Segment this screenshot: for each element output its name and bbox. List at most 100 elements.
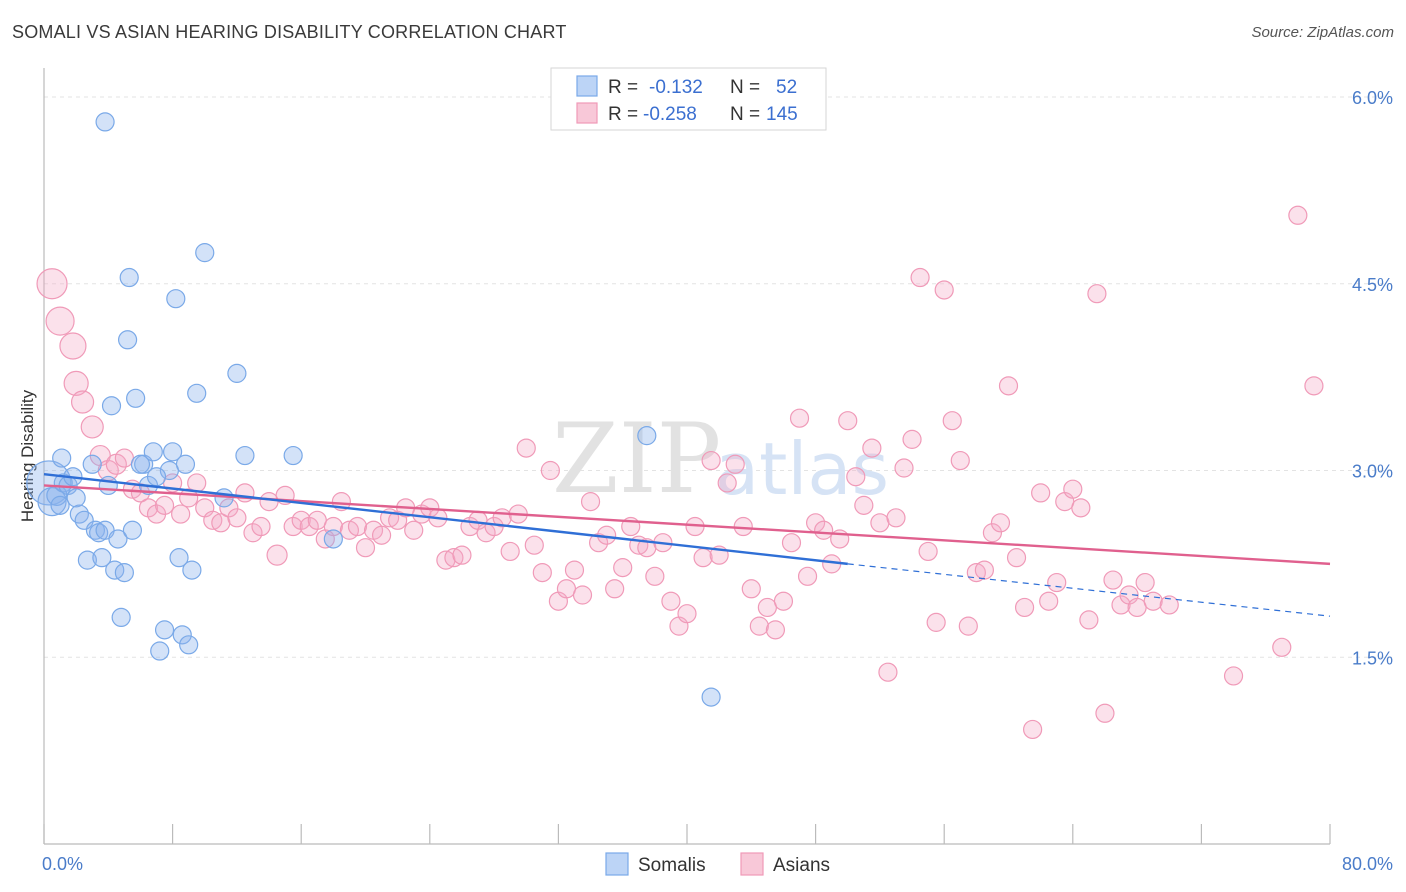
asian-point-45 <box>404 520 424 540</box>
asian-point-118 <box>990 513 1011 533</box>
legend-swatch-somalis <box>576 75 598 97</box>
somali-point-15 <box>92 548 112 568</box>
somali-point-41 <box>187 383 207 403</box>
legend-r-value-asians: -0.258 <box>643 104 697 125</box>
asian-point-139 <box>1223 666 1244 686</box>
trend-lines <box>43 473 1331 617</box>
asian-point-135 <box>1127 597 1147 618</box>
somali-point-46 <box>283 445 303 466</box>
asian-point-1 <box>45 306 75 336</box>
somali-point-50 <box>130 454 151 474</box>
asian-point-9 <box>114 448 134 468</box>
asians-points <box>36 205 1324 740</box>
asian-point-23 <box>227 508 247 528</box>
asian-point-109 <box>918 541 938 562</box>
asian-point-130 <box>1087 284 1107 304</box>
y-tick-label-0: 1.5% <box>1352 648 1393 668</box>
asian-point-133 <box>1111 595 1131 615</box>
asian-point-75 <box>645 566 665 586</box>
asian-point-127 <box>1063 479 1083 499</box>
asian-point-111 <box>934 280 954 300</box>
asian-point-3 <box>63 370 89 396</box>
asian-point-104 <box>878 662 898 682</box>
asian-point-81 <box>693 548 713 568</box>
x-axis-tick-labels: 0.0% 80.0% <box>42 854 1393 874</box>
asian-point-0 <box>36 268 68 300</box>
asian-point-99 <box>838 411 858 431</box>
asian-point-131 <box>1095 703 1115 723</box>
asian-point-102 <box>862 438 882 458</box>
asian-point-26 <box>251 516 271 537</box>
somali-point-8 <box>66 488 86 508</box>
asian-point-70 <box>605 579 625 599</box>
asian-point-38 <box>347 516 368 537</box>
asian-point-119 <box>998 376 1019 396</box>
asian-point-92 <box>781 533 802 553</box>
legend-n-value-somalis: 52 <box>776 77 797 98</box>
somali-point-3 <box>50 495 70 515</box>
asian-point-4 <box>70 390 95 414</box>
somali-point-36 <box>169 548 189 568</box>
somalis-trend-extension <box>847 563 1331 617</box>
asian-point-93 <box>789 408 810 428</box>
asian-point-85 <box>725 454 745 474</box>
somali-point-38 <box>175 454 196 474</box>
asian-point-96 <box>814 520 834 540</box>
asian-point-138 <box>1159 595 1179 615</box>
asian-point-106 <box>894 458 914 478</box>
asian-point-28 <box>266 544 288 566</box>
somali-point-20 <box>108 529 128 549</box>
asian-point-137 <box>1143 591 1163 611</box>
somali-point-35 <box>166 289 186 309</box>
somali-point-51 <box>146 467 167 487</box>
somali-point-11 <box>77 550 98 570</box>
asian-point-64 <box>556 579 577 599</box>
somali-point-39 <box>179 635 199 655</box>
legend-swatch-asians <box>576 102 598 124</box>
source-label: Source: ZipAtlas.com <box>1251 24 1394 41</box>
asian-point-33 <box>307 510 327 530</box>
somali-point-37 <box>172 625 192 645</box>
asian-point-51 <box>452 545 472 565</box>
asian-point-22 <box>219 498 239 518</box>
asian-point-123 <box>1031 483 1051 503</box>
somali-point-21 <box>111 607 131 628</box>
asian-point-84 <box>717 473 737 493</box>
asian-point-140 <box>1272 637 1292 657</box>
somali-point-25 <box>122 520 143 540</box>
somali-point-49 <box>701 687 721 707</box>
somali-point-13 <box>85 520 106 540</box>
asian-point-94 <box>797 566 818 586</box>
x-tick-label-min: 0.0% <box>42 854 83 874</box>
somali-point-12 <box>82 454 102 474</box>
asian-point-124 <box>1039 591 1059 611</box>
x-tick-label-max: 80.0% <box>1342 854 1393 874</box>
asian-point-79 <box>677 604 697 624</box>
asian-point-105 <box>886 508 906 528</box>
asian-point-107 <box>902 429 922 449</box>
asian-point-116 <box>974 560 994 580</box>
y-tick-label-3: 6.0% <box>1352 88 1393 108</box>
asian-point-27 <box>259 492 279 512</box>
asian-point-2 <box>59 332 87 360</box>
somali-point-48 <box>637 426 657 446</box>
bottom-legend-swatch-asians <box>740 852 764 876</box>
asian-point-103 <box>870 513 890 533</box>
asian-point-65 <box>564 560 585 580</box>
somali-point-32 <box>154 620 175 640</box>
grid-lines <box>44 96 1392 658</box>
asian-point-125 <box>1047 572 1067 593</box>
somali-point-18 <box>101 396 122 416</box>
asian-point-60 <box>524 535 544 555</box>
asian-point-129 <box>1079 610 1099 630</box>
asian-point-5 <box>80 415 104 439</box>
asian-point-120 <box>1006 548 1027 568</box>
legend-r-label-asians: R = <box>608 104 638 125</box>
asian-point-14 <box>154 495 175 515</box>
asian-point-122 <box>1023 719 1043 740</box>
somali-point-40 <box>182 560 202 580</box>
asian-point-50 <box>444 548 464 568</box>
asian-point-62 <box>540 460 560 481</box>
bottom-legend-label-somalis: Somalis <box>638 855 706 876</box>
